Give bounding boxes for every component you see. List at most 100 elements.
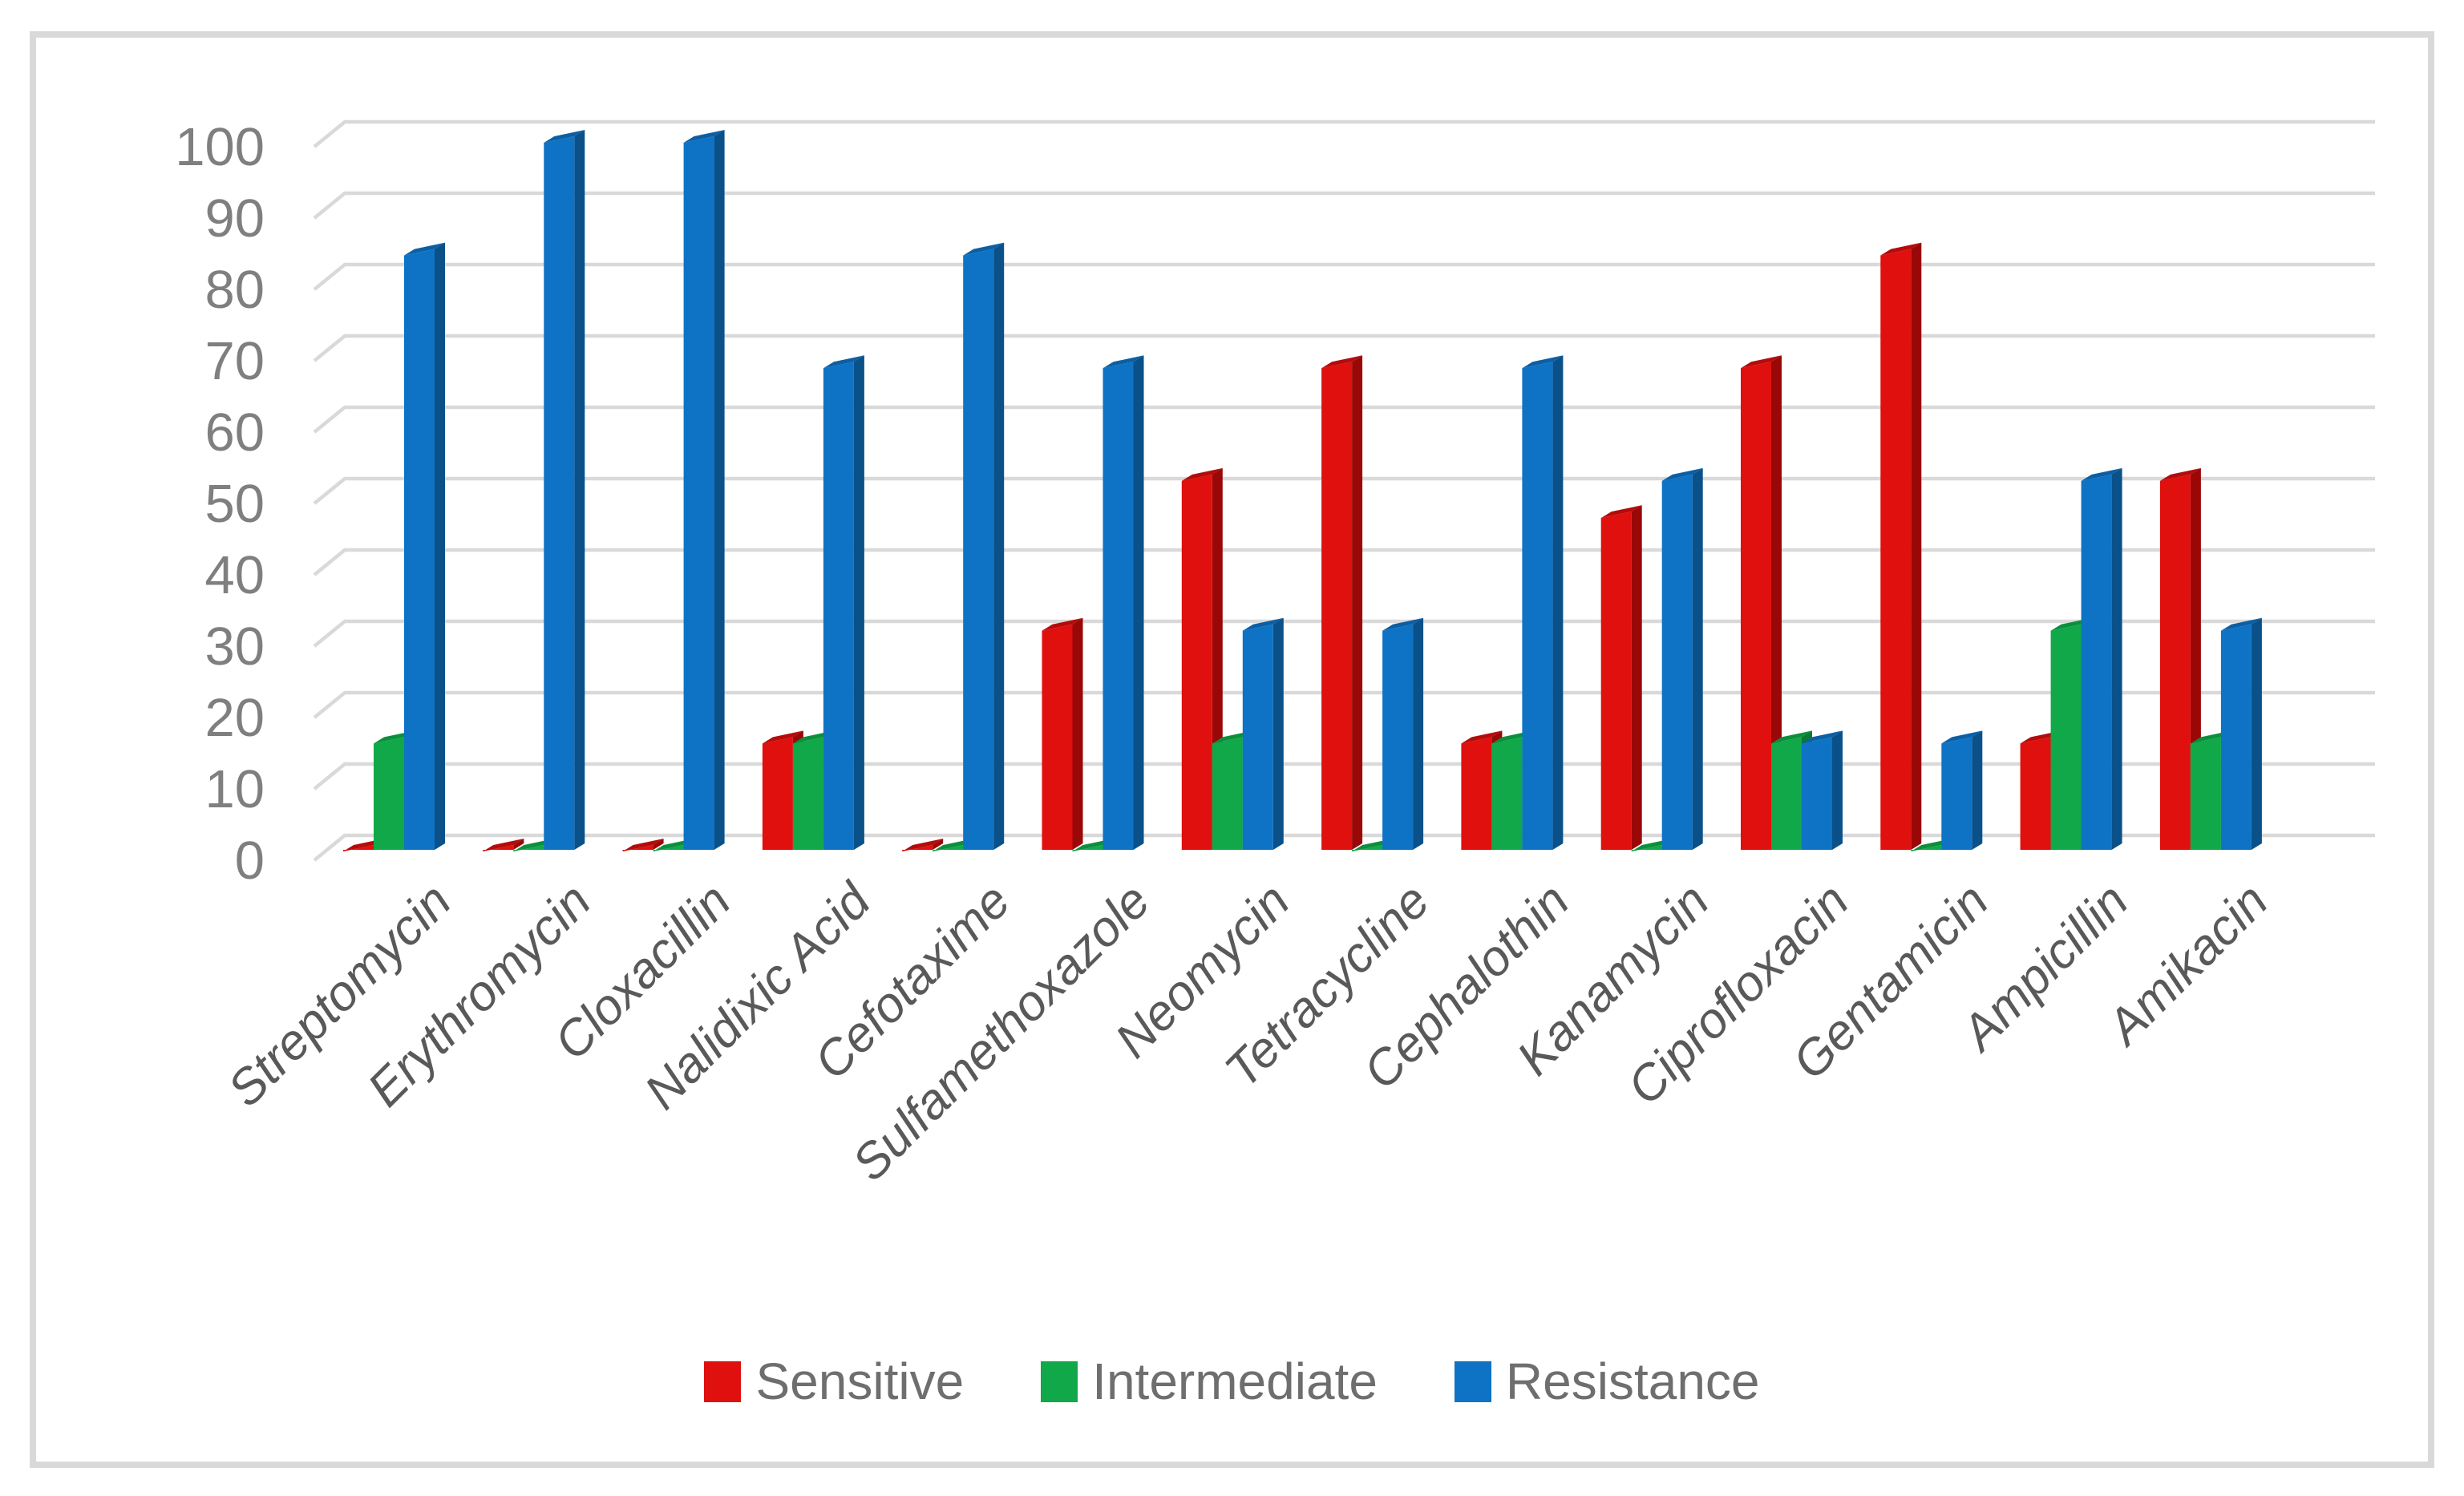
bar-resistance-1 (544, 136, 575, 850)
gridline (313, 405, 2375, 434)
bar-top-resistance-3 (823, 355, 864, 369)
bar-side-sensitive-5 (1072, 617, 1083, 850)
y-tick-label: 100 (175, 117, 265, 177)
y-tick-label: 40 (204, 545, 265, 605)
legend-label-sensitive: Sensitive (755, 1352, 965, 1410)
bar-intermediate-11 (1911, 845, 1942, 851)
y-tick-label: 0 (235, 831, 265, 891)
bar-resistance-9 (1661, 474, 1693, 850)
bar-resistance-12 (2081, 474, 2112, 850)
bar-top-sensitive-11 (1880, 242, 1922, 256)
bar-intermediate-2 (653, 845, 684, 851)
gridline (313, 119, 2375, 148)
bar-resistance-3 (823, 362, 854, 850)
bar-intermediate-1 (513, 845, 544, 851)
bar-side-sensitive-11 (1911, 242, 1922, 850)
gridline (313, 262, 2375, 291)
bar-intermediate-0 (374, 737, 404, 850)
bar-top-resistance-12 (2081, 467, 2122, 481)
bar-sensitive-2 (622, 845, 653, 851)
bar-resistance-10 (1802, 737, 1832, 850)
bar-top-resistance-9 (1661, 467, 1703, 481)
resistance-swatch-icon (1454, 1361, 1491, 1402)
bar-side-resistance-8 (1552, 355, 1564, 850)
bar-side-resistance-13 (2251, 617, 2262, 850)
y-tick-label: 60 (204, 402, 265, 463)
bar-top-sensitive-5 (1042, 617, 1083, 631)
bar-top-sensitive-13 (2159, 467, 2201, 481)
chart-outer-border (30, 31, 2434, 1468)
legend-item-resistance: Resistance (1454, 1352, 1760, 1410)
bar-top-sensitive-2 (622, 839, 664, 851)
bar-side-sensitive-9 (1631, 505, 1642, 850)
bar-resistance-6 (1242, 624, 1273, 850)
y-tick-label: 20 (204, 688, 265, 748)
bar-side-resistance-9 (1692, 467, 1703, 850)
bar-side-resistance-11 (1972, 730, 1983, 850)
bar-intermediate-9 (1631, 845, 1662, 851)
sensitive-swatch-icon (704, 1361, 742, 1402)
bar-sensitive-0 (343, 845, 374, 851)
bar-top-resistance-11 (1941, 730, 1983, 744)
legend-item-sensitive: Sensitive (704, 1356, 964, 1407)
bar-side-resistance-1 (574, 130, 585, 850)
y-tick-label: 50 (204, 474, 265, 534)
bar-top-sensitive-1 (483, 839, 524, 851)
bar-side-resistance-10 (1832, 730, 1843, 850)
bar-intermediate-13 (2190, 737, 2221, 850)
bar-intermediate-5 (1072, 845, 1103, 851)
bar-intermediate-4 (933, 845, 964, 851)
bar-resistance-0 (404, 249, 435, 850)
bar-sensitive-11 (1880, 249, 1912, 850)
bar-intermediate-10 (1771, 737, 1802, 850)
bar-sensitive-7 (1321, 362, 1353, 850)
bar-resistance-2 (683, 136, 714, 850)
bar-side-sensitive-10 (1771, 355, 1782, 850)
bar-top-resistance-1 (544, 130, 585, 143)
bar-top-resistance-2 (683, 130, 725, 143)
bar-side-resistance-7 (1413, 617, 1424, 850)
bar-top-resistance-0 (404, 242, 445, 256)
y-tick-label: 30 (204, 617, 265, 677)
bar-top-resistance-5 (1103, 355, 1144, 369)
bar-side-sensitive-2 (653, 839, 664, 850)
intermediate-swatch-icon (1041, 1361, 1078, 1402)
bar-top-intermediate-10 (1771, 730, 1812, 744)
bar-side-resistance-12 (2111, 467, 2122, 850)
bar-sensitive-5 (1042, 624, 1073, 850)
bar-side-resistance-3 (853, 355, 864, 850)
bar-side-resistance-0 (435, 242, 445, 850)
bar-resistance-7 (1382, 624, 1414, 850)
bar-sensitive-10 (1741, 362, 1771, 850)
bar-intermediate-6 (1212, 737, 1243, 850)
bar-intermediate-3 (792, 737, 823, 850)
bar-top-resistance-7 (1382, 617, 1424, 631)
y-tick-label: 80 (204, 260, 265, 320)
y-tick-label: 70 (204, 331, 265, 391)
bar-top-sensitive-6 (1181, 467, 1223, 481)
bar-top-resistance-13 (2220, 617, 2262, 631)
bar-top-resistance-4 (963, 242, 1005, 256)
legend-label-resistance: Resistance (1505, 1352, 1760, 1410)
bar-top-sensitive-3 (762, 730, 803, 744)
bar-sensitive-9 (1600, 511, 1632, 850)
chart-legend: Sensitive Intermediate Resistance (0, 1353, 2464, 1409)
bar-top-sensitive-4 (902, 839, 944, 851)
y-tick-label: 10 (204, 759, 265, 819)
bar-resistance-11 (1941, 737, 1972, 850)
bar-sensitive-4 (902, 845, 933, 851)
bar-top-sensitive-7 (1321, 355, 1363, 369)
bar-side-resistance-5 (1133, 355, 1144, 850)
legend-item-intermediate: Intermediate (1041, 1356, 1378, 1407)
y-tick-label: 90 (204, 188, 265, 249)
bar-intermediate-7 (1352, 845, 1383, 851)
bar-sensitive-1 (483, 845, 514, 851)
bar-side-sensitive-7 (1352, 355, 1363, 850)
bar-top-sensitive-10 (1741, 355, 1782, 369)
bar-intermediate-12 (2050, 624, 2082, 850)
bar-intermediate-8 (1491, 737, 1523, 850)
bar-side-resistance-6 (1272, 617, 1284, 850)
bar-resistance-13 (2220, 624, 2252, 850)
